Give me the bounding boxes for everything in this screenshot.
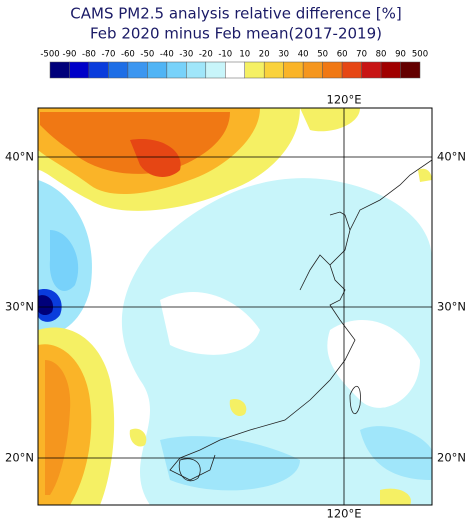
colorbar-swatch <box>166 61 187 79</box>
colorbar-label: -60 <box>121 50 135 60</box>
colorbar-swatch <box>205 61 226 79</box>
colorbar-label: 40 <box>298 50 309 60</box>
colorbar-swatch <box>244 61 265 79</box>
colorbar-label: -70 <box>101 50 115 60</box>
lat-label: 30°N <box>437 300 466 314</box>
colorbar-label: -80 <box>82 50 96 60</box>
colorbar-label: 10 <box>239 50 250 60</box>
colorbar-swatch <box>361 61 382 79</box>
colorbar-label: -40 <box>160 50 174 60</box>
colorbar-label: -500 <box>40 50 59 60</box>
colorbar-swatch <box>127 61 148 79</box>
colorbar-swatch <box>380 61 401 79</box>
colorbar-label: 500 <box>412 50 428 60</box>
colorbar-swatch <box>108 61 129 79</box>
colorbar-label: 20 <box>259 50 270 60</box>
colorbar-swatch <box>49 61 70 79</box>
subtitle: Feb 2020 minus Feb mean(2017-2019) <box>90 25 382 43</box>
map-frame <box>37 107 433 506</box>
colorbar: -500 -90 -80 -70 -60 -50 -40 -30 -20 -10 10 20 30 40 5… <box>40 50 428 79</box>
colorbar-swatch <box>302 61 323 79</box>
map-field <box>38 108 432 505</box>
colorbar-swatch <box>283 61 304 79</box>
lat-label: 40°N <box>437 150 466 164</box>
colorbar-swatch <box>225 61 245 79</box>
lat-label: 20°N <box>437 451 466 465</box>
colorbar-swatch <box>263 61 284 79</box>
title: CAMS PM2.5 analysis relative difference … <box>70 5 401 23</box>
colorbar-swatch <box>147 61 168 79</box>
colorbar-swatch <box>88 61 109 79</box>
colorbar-label: 70 <box>356 50 367 60</box>
lon-label: 120°E <box>327 507 362 521</box>
colorbar-label: -90 <box>63 50 77 60</box>
lat-label: 20°N <box>5 451 34 465</box>
colorbar-label: 30 <box>278 50 289 60</box>
colorbar-swatch <box>322 61 343 79</box>
lat-label: 30°N <box>5 300 34 314</box>
colorbar-swatch <box>69 61 90 79</box>
colorbar-label: 50 <box>317 50 328 60</box>
lat-label: 40°N <box>5 150 34 164</box>
colorbar-label: 60 <box>337 50 348 60</box>
colorbar-swatch <box>186 61 207 79</box>
colorbar-label: 80 <box>376 50 387 60</box>
colorbar-swatch <box>400 61 421 79</box>
colorbar-label: 90 <box>395 50 406 60</box>
colorbar-label: -30 <box>179 50 193 60</box>
colorbar-label: -50 <box>140 50 154 60</box>
colorbar-label: -10 <box>218 50 232 60</box>
colorbar-label: -20 <box>199 50 213 60</box>
colorbar-swatch <box>341 61 362 79</box>
lon-label: 120°E <box>327 93 362 107</box>
